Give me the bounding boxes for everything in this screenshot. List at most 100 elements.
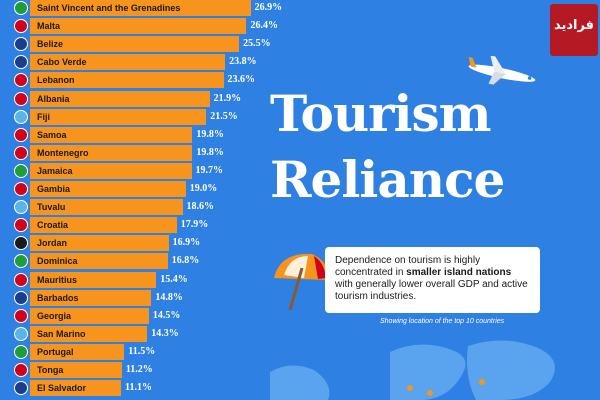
bar-row: Barbados 14.8% <box>0 289 270 307</box>
bar-category-label: Lebanon <box>37 75 75 86</box>
bar-category-label: Georgia <box>37 310 72 321</box>
world-map-illustration <box>270 340 555 400</box>
bar <box>30 90 210 107</box>
map-marker <box>479 379 485 385</box>
bar-value-label: 16.9% <box>172 237 201 249</box>
bar-chart: Saint Vincent and the Grenadines 26.9% Mal… <box>0 0 282 400</box>
bar <box>30 72 224 89</box>
country-flag-icon <box>14 381 28 396</box>
bar-value-label: 14.8% <box>155 291 183 303</box>
country-flag-icon <box>14 200 28 215</box>
bar-value-label: 26.4% <box>250 20 278 32</box>
country-flag-icon <box>14 91 28 106</box>
country-flag-icon <box>14 127 28 142</box>
bar-row: Dominica 16.8% <box>0 252 270 270</box>
bar-value-label: 11.1% <box>125 382 152 394</box>
country-flag-icon <box>14 272 28 287</box>
bar-row: Jamaica 19.7% <box>0 162 270 180</box>
bar <box>30 36 240 53</box>
bar-category-label: Samoa <box>37 129 67 140</box>
bar-value-label: 21.9% <box>213 92 242 104</box>
bar-value-label: 17.9% <box>180 219 209 231</box>
bar-category-label: Tuvalu <box>37 202 66 213</box>
bar-category-label: Albania <box>37 93 70 104</box>
country-flag-icon <box>14 145 28 160</box>
bar-row: Samoa 19.8% <box>0 126 270 144</box>
title-line-2: Reliance <box>270 150 505 209</box>
country-flag-icon <box>14 308 28 323</box>
bar <box>30 108 207 125</box>
bar-category-label: Barbados <box>37 292 79 303</box>
bar <box>30 126 193 143</box>
publisher-logo: فرادید <box>550 4 598 56</box>
bar <box>30 343 125 360</box>
airplane-icon <box>468 56 536 85</box>
info-text-start: Dependence on tourism is highly concentr… <box>335 255 481 278</box>
bar-value-label: 25.5% <box>243 38 271 50</box>
map-marker <box>427 390 433 396</box>
bar <box>30 307 149 324</box>
bar-row: Montenegro 19.8% <box>0 144 270 162</box>
bar-value-label: 19.0% <box>189 183 218 194</box>
bar-row: Albania 21.9% <box>0 90 270 108</box>
bar <box>30 325 148 342</box>
country-flag-icon <box>14 290 28 305</box>
country-flag-icon <box>14 254 28 269</box>
bar <box>30 235 169 252</box>
bar-category-label: Jamaica <box>37 165 73 176</box>
publisher-logo-text: فرادید <box>553 18 595 33</box>
bar <box>30 271 157 288</box>
country-flag-icon <box>14 55 28 70</box>
country-flag-icon <box>14 37 28 52</box>
bar-row: Fiji 21.5% <box>0 108 270 126</box>
bar-row: San Marino 14.3% <box>0 325 270 343</box>
bar <box>30 289 152 306</box>
bar-value-label: 23.8% <box>229 56 257 68</box>
bar-value-label: 15.4% <box>160 273 188 285</box>
country-flag-icon <box>14 73 28 88</box>
bar-row: Saint Vincent and the Grenadines 26.9% <box>0 0 282 17</box>
bar <box>30 18 247 35</box>
bar-value-label: 16.8% <box>171 255 200 267</box>
country-flag-icon <box>14 326 28 341</box>
bar-category-label: Cabo Verde <box>37 57 87 68</box>
bar-value-label: 14.3% <box>151 327 179 339</box>
country-flag-icon <box>14 19 28 34</box>
bar-row: Gambia 19.0% <box>0 180 270 198</box>
bar-value-label: 19.8% <box>196 128 224 140</box>
bar <box>30 144 193 161</box>
bar-row: Tuvalu 18.6% <box>0 198 270 216</box>
bar-category-label: Belize <box>37 39 64 50</box>
country-flag-icon <box>14 344 28 359</box>
bar-category-label: Tonga <box>37 365 64 375</box>
bar-row: Belize 25.5% <box>0 35 271 53</box>
bar-category-label: Montenegro <box>37 147 89 158</box>
bar-value-label: 11.5% <box>128 345 156 357</box>
bar-category-label: Portugal <box>37 346 74 357</box>
bar-value-label: 18.6% <box>186 201 215 213</box>
bar-value-label: 11.2% <box>125 364 153 375</box>
country-flag-icon <box>14 218 28 233</box>
bar-category-label: Mauritius <box>37 274 78 285</box>
bar-row: Jordan 16.9% <box>0 234 270 252</box>
map-marker <box>407 385 413 391</box>
bar <box>30 54 226 71</box>
title-line-1: Tourism <box>270 84 492 143</box>
bar-category-label: El Salvador <box>37 383 87 394</box>
beach-umbrella-icon <box>274 253 329 311</box>
bar-value-label: 14.5% <box>152 309 181 321</box>
country-flag-icon <box>14 363 28 377</box>
bar-value-label: 19.7% <box>195 164 224 176</box>
bar <box>30 217 177 234</box>
bar-value-label: 21.5% <box>210 110 238 122</box>
bar-category-label: Dominica <box>37 256 78 267</box>
bar-value-label: 26.9% <box>254 2 283 13</box>
bar-value-label: 23.6% <box>227 74 256 86</box>
bar-row: Croatia 17.9% <box>0 216 270 234</box>
bar-row: El Salvador 11.1% <box>0 379 270 397</box>
bar-category-label: Saint Vincent and the Grenadines <box>37 3 181 13</box>
country-flag-icon <box>14 182 28 196</box>
bar <box>30 0 251 16</box>
bar-row: Portugal 11.5% <box>0 343 270 361</box>
